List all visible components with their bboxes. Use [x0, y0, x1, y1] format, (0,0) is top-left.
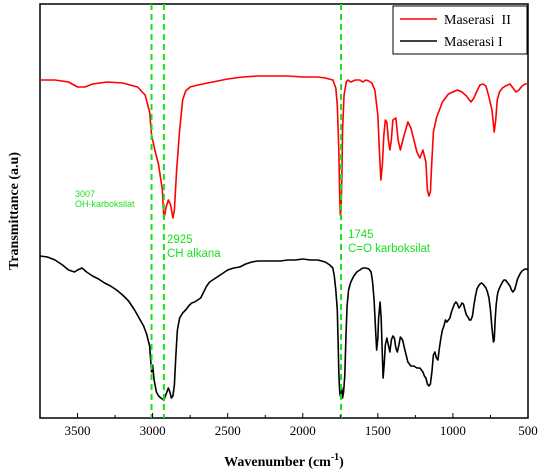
series-layer — [39, 75, 529, 401]
x-tick-label-2000: 2000 — [290, 423, 316, 438]
annotation-2925-line-2: CH alkana — [167, 248, 221, 260]
x-axis-title: Wavenumber (cm-1) — [224, 452, 344, 470]
x-tick-label-500: 500 — [518, 423, 538, 438]
x-axis-title-suffix: ) — [339, 455, 344, 470]
annotation-2925: 2925 CH alkana — [167, 234, 221, 260]
x-tick-label-3500: 3500 — [65, 423, 91, 438]
legend: Maserasi II Maserasi I — [392, 5, 528, 55]
y-axis-title: Transmittance (a.u) — [7, 152, 22, 270]
x-tick-label-1000: 1000 — [440, 423, 466, 438]
plot-frame — [39, 3, 529, 419]
reference-lines — [150, 4, 343, 418]
legend-label-series-1: Maserasi II — [444, 13, 511, 28]
annotation-1745-line-2: C=O karboksilat — [348, 243, 431, 255]
x-axis-title-main: Wavenumber (cm — [224, 455, 331, 470]
x-tick-label-1500: 1500 — [365, 423, 391, 438]
legend-box — [392, 5, 528, 55]
series-line-2 — [39, 255, 529, 401]
x-axis-ticks: 3500 3000 2500 2000 1500 1000 500 — [39, 413, 538, 438]
annotation-3007-line-2: OH-karboksilat — [75, 199, 135, 209]
annotation-3007: 3007 OH-karboksilat — [75, 189, 135, 209]
x-tick-label-2500: 2500 — [215, 423, 241, 438]
x-axis-title-superscript: -1 — [331, 452, 339, 463]
legend-label-series-2: Maserasi I — [444, 35, 503, 50]
annotation-3007-line-1: 3007 — [75, 189, 95, 199]
annotations: 3007 OH-karboksilat 2925 CH alkana 1745 C=O k… — [75, 189, 431, 260]
annotation-1745-line-1: 1745 — [348, 229, 374, 241]
series-line-1 — [40, 75, 528, 220]
x-tick-label-3000: 3000 — [140, 423, 166, 438]
annotation-1745: 1745 C=O karboksilat — [348, 229, 431, 255]
annotation-2925-line-1: 2925 — [167, 234, 193, 246]
